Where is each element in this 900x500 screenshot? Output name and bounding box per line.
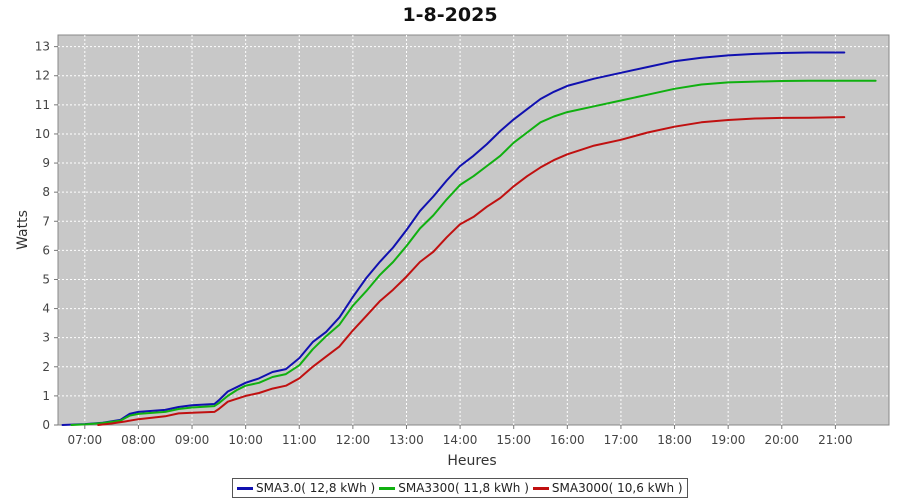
y-tick-label-5: 5 [42,272,50,286]
series-line-0 [61,51,846,426]
plot-area [57,34,890,426]
y-axis-label: Watts [15,210,31,250]
y-tick-label-11: 11 [35,98,50,112]
legend-item-sma3300: SMA3300( 11,8 kWh ) [379,481,529,495]
legend-swatch-sma3000 [532,486,549,490]
x-tick-label-1900: 19:00 [711,433,746,447]
x-tick-label-1200: 12:00 [336,433,371,447]
x-tick-label-0900: 09:00 [175,433,210,447]
legend-item-sma3-0: SMA3.0( 12,8 kWh ) [237,481,375,495]
x-tick-label-1000: 10:00 [228,433,263,447]
grid-lines [58,35,889,425]
x-tick-label-1600: 16:00 [550,433,585,447]
x-axis: 07:00 08:00 09:00 10:00 11:00 12:00 13:00 14:00… [68,425,853,447]
series-line-1 [70,79,877,426]
x-tick-label-1100: 11:00 [282,433,317,447]
y-tick-label-12: 12 [35,69,50,83]
chart-title: 1-8-2025 [402,4,497,26]
x-tick-label-2100: 21:00 [818,433,853,447]
y-tick-label-1: 1 [42,389,50,403]
y-tick-label-4: 4 [42,302,50,316]
y-tick-label-3: 3 [42,331,50,345]
y-tick-label-8: 8 [42,185,50,199]
y-tick-label-0: 0 [42,418,50,432]
x-tick-label-2000: 20:00 [764,433,799,447]
x-tick-label-1300: 13:00 [389,433,424,447]
legend-label-sma3300: SMA3300( 11,8 kWh ) [398,481,529,495]
legend-label-sma3000: SMA3000( 10,6 kWh ) [551,481,683,495]
x-tick-label-1800: 18:00 [657,433,692,447]
y-tick-label-9: 9 [42,156,50,170]
y-tick-label-2: 2 [42,360,50,374]
y-tick-label-13: 13 [35,40,50,54]
y-tick-label-10: 10 [35,127,50,141]
legend-swatch-sma3-0 [237,486,253,490]
y-tick-label-7: 7 [42,214,50,228]
x-tick-label-0800: 08:00 [121,433,156,447]
legend-label-sma3-0: SMA3.0( 12,8 kWh ) [256,481,376,495]
x-tick-label-0700: 07:00 [68,433,103,447]
legend-item-sma3000: SMA3000( 10,6 kWh ) [532,481,683,495]
x-tick-label-1500: 15:00 [496,433,531,447]
y-tick-label-6: 6 [42,243,50,257]
legend: SMA3.0( 12,8 kWh ) SMA3300( 11,8 kWh ) S… [232,478,688,498]
x-tick-label-1700: 17:00 [604,433,639,447]
legend-swatch-sma3300 [379,486,396,490]
x-axis-label: Heures [447,453,496,469]
series-line-2 [97,116,846,426]
x-tick-label-1400: 14:00 [443,433,478,447]
series-lines [61,51,877,426]
